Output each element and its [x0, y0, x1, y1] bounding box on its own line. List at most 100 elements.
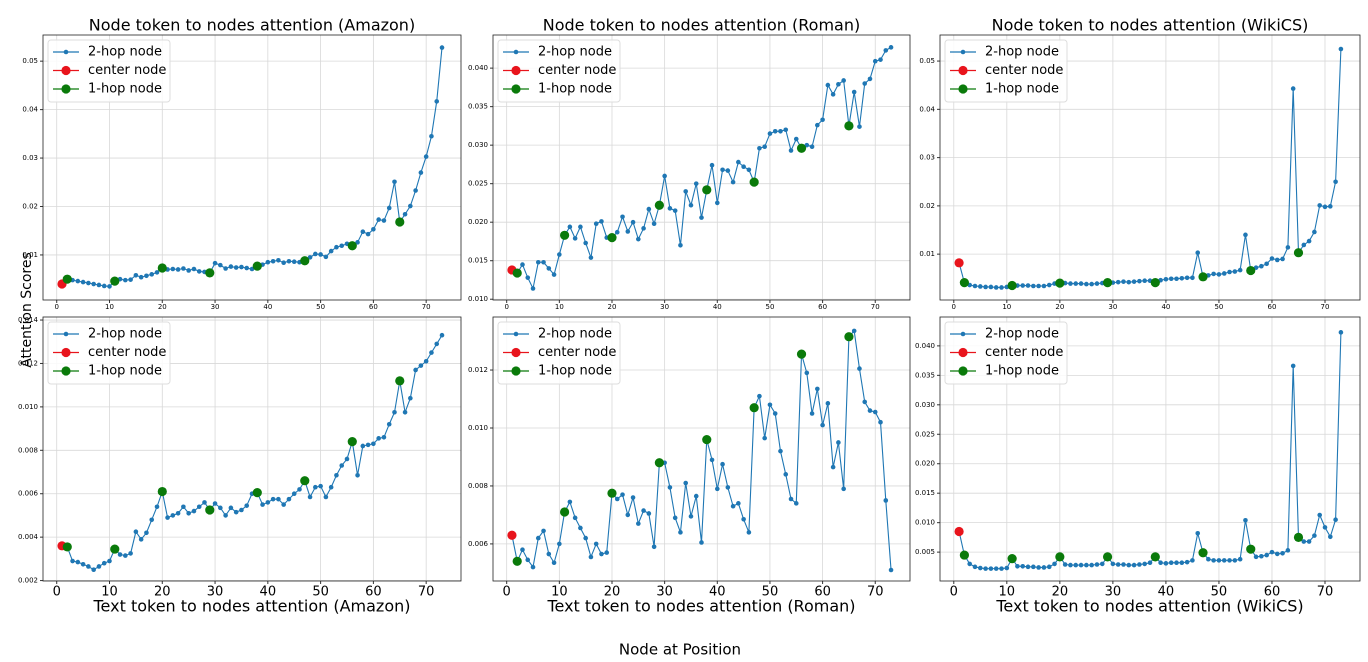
- point: [757, 393, 762, 399]
- point: [572, 236, 578, 241]
- point: [778, 128, 783, 134]
- point: [1168, 276, 1174, 282]
- point: [265, 259, 271, 265]
- point: [212, 501, 218, 506]
- point: [439, 45, 445, 50]
- point: [1020, 283, 1026, 288]
- point: [636, 236, 641, 242]
- x-tick-label: 20: [158, 303, 167, 311]
- legend-label: 2-hop node: [985, 45, 1059, 60]
- point: [988, 566, 994, 571]
- point: [205, 268, 215, 278]
- point: [836, 440, 841, 445]
- y-tick-label: 0.040: [468, 64, 488, 72]
- y-tick-label: 0.006: [468, 540, 489, 548]
- y-tick-label: 0.012: [468, 366, 488, 374]
- point: [1243, 518, 1248, 523]
- point: [1221, 271, 1227, 276]
- point: [599, 551, 604, 557]
- point: [1020, 563, 1026, 569]
- point: [1068, 281, 1073, 286]
- point: [720, 167, 725, 173]
- x-axis-label: Text token to nodes attention (Amazon): [93, 597, 411, 616]
- x-axis-label: Text token to nodes attention (Roman): [546, 597, 855, 616]
- point: [678, 243, 683, 248]
- point: [672, 515, 678, 521]
- point: [630, 495, 636, 500]
- legend: 2-hop node center node 1-hop node: [47, 39, 171, 103]
- point: [434, 99, 440, 104]
- point: [1110, 561, 1116, 567]
- x-tick-label: 20: [604, 585, 621, 600]
- point: [1115, 562, 1121, 567]
- point: [646, 206, 652, 212]
- point: [186, 268, 191, 273]
- point: [841, 486, 846, 492]
- point: [117, 552, 123, 557]
- point: [1007, 280, 1017, 291]
- point: [1285, 245, 1291, 250]
- point: [888, 567, 894, 573]
- point: [86, 564, 91, 569]
- legend-marker: [511, 65, 521, 76]
- x-tick-label: 50: [765, 303, 774, 311]
- point: [741, 516, 746, 522]
- point: [535, 535, 541, 541]
- x-tick-label: 0: [53, 585, 61, 600]
- point: [1046, 282, 1052, 288]
- point: [1306, 238, 1312, 244]
- point: [381, 434, 387, 440]
- point: [123, 277, 128, 283]
- x-tick-label: 60: [369, 303, 378, 311]
- legend-marker: [511, 366, 521, 376]
- point: [749, 177, 759, 187]
- y-tick-label: 0.04: [22, 106, 38, 114]
- point: [867, 76, 873, 82]
- x-tick-label: 40: [260, 585, 277, 600]
- point: [567, 224, 573, 230]
- point: [1036, 283, 1041, 289]
- point: [1306, 539, 1312, 544]
- point: [429, 133, 434, 139]
- legend-marker: [960, 49, 966, 55]
- point: [630, 219, 636, 225]
- point: [851, 89, 857, 95]
- y-tick-label: 0.025: [915, 430, 935, 438]
- point: [1126, 279, 1132, 285]
- point: [683, 480, 689, 486]
- point: [244, 503, 250, 508]
- point: [1184, 275, 1190, 281]
- legend-label: center node: [538, 63, 616, 78]
- point: [371, 226, 376, 232]
- point: [1264, 261, 1269, 267]
- point: [683, 189, 689, 194]
- point: [110, 276, 120, 286]
- point: [1179, 275, 1185, 281]
- point: [972, 283, 978, 289]
- point: [830, 464, 836, 470]
- point: [702, 185, 712, 195]
- point: [307, 494, 313, 500]
- point: [1184, 559, 1190, 565]
- point: [541, 528, 546, 534]
- point: [978, 565, 983, 571]
- y-tick-label: 0.010: [915, 519, 935, 527]
- legend-label: 2-hop node: [88, 327, 162, 342]
- y-tick-label: 0.05: [919, 57, 935, 65]
- x-tick-label: 50: [1211, 585, 1228, 600]
- x-tick-label: 30: [660, 303, 669, 311]
- point: [883, 498, 889, 503]
- point: [291, 491, 297, 497]
- point: [344, 456, 350, 462]
- point: [1089, 562, 1094, 568]
- legend-marker: [63, 49, 69, 55]
- point: [678, 530, 683, 535]
- legend-marker: [958, 347, 968, 358]
- x-tick-label: 70: [418, 585, 435, 600]
- point: [1174, 276, 1179, 282]
- point: [588, 255, 594, 260]
- point: [836, 82, 841, 87]
- point: [651, 544, 657, 550]
- x-tick-label: 0: [950, 585, 958, 600]
- point: [101, 283, 107, 289]
